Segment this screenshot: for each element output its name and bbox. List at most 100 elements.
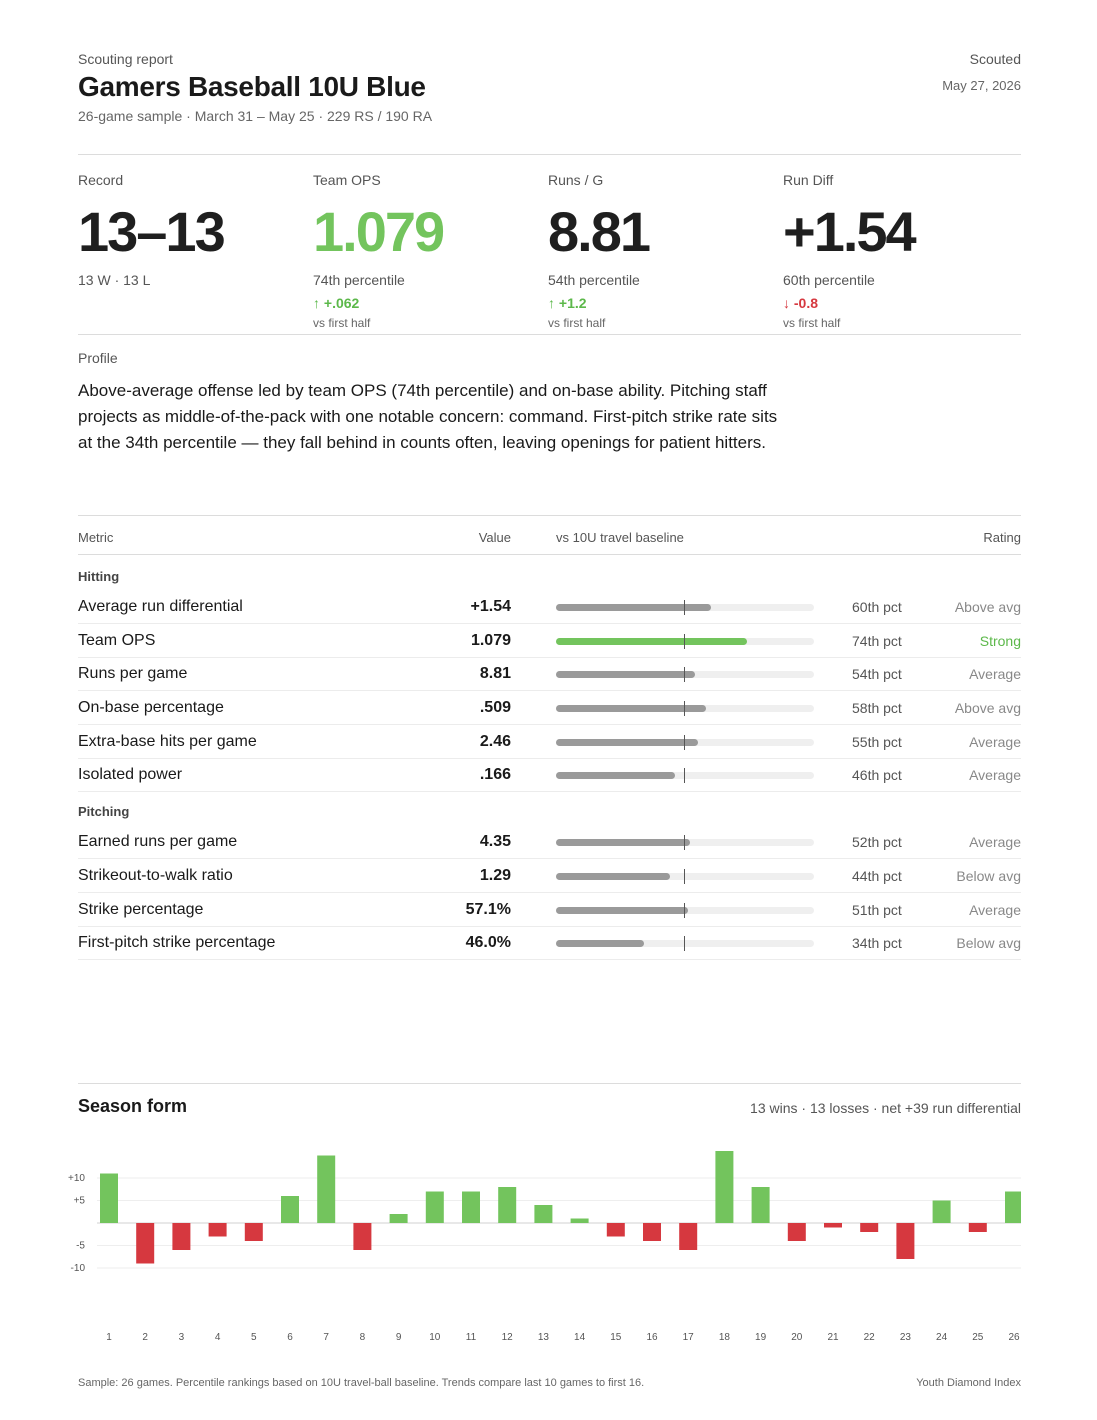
win-bar <box>534 1205 553 1223</box>
x-tick-label: 6 <box>287 1332 293 1343</box>
x-tick-label: 8 <box>360 1332 366 1343</box>
percentile-fill <box>556 907 688 914</box>
rating-label: Strong <box>979 633 1021 649</box>
win-bar <box>100 1173 118 1223</box>
x-tick-label: 12 <box>502 1332 514 1343</box>
divider <box>78 1083 1021 1084</box>
x-tick-label: 21 <box>827 1332 839 1343</box>
percentile-bar <box>556 701 814 716</box>
loss-bar <box>643 1223 661 1241</box>
x-tick-label: 25 <box>972 1332 984 1343</box>
win-bar <box>498 1187 517 1223</box>
x-tick-label: 23 <box>900 1332 912 1343</box>
win-bar <box>389 1214 408 1223</box>
percentile-fill <box>556 940 644 947</box>
col-header-metric: Metric <box>78 530 114 545</box>
loss-bar <box>860 1223 879 1232</box>
kpi-label: Team OPS <box>313 172 381 188</box>
loss-bar <box>968 1223 987 1232</box>
metric-name: Earned runs per game <box>78 833 238 850</box>
kpi-value: 13–13 <box>78 200 226 263</box>
metric-name: Strike percentage <box>78 901 204 918</box>
percentile-fill <box>556 604 711 611</box>
win-bar <box>425 1191 444 1223</box>
metric-name: Isolated power <box>78 766 183 783</box>
team-title: Gamers Baseball 10U Blue <box>78 71 426 102</box>
divider <box>78 334 1021 335</box>
baseline-tick <box>684 936 685 951</box>
col-header-baseline: vs 10U travel baseline <box>556 530 684 545</box>
rating-label: Average <box>969 734 1021 750</box>
x-tick-label: 3 <box>179 1332 185 1343</box>
percentile-label: 44th pct <box>852 868 902 884</box>
loss-bar <box>606 1223 625 1237</box>
x-tick-label: 19 <box>755 1332 767 1343</box>
percentile-label: 55th pct <box>852 734 902 750</box>
kpi-delta-down: ↓ -0.8 <box>783 295 819 311</box>
table-row: Average run differential +1.54 60th pct … <box>78 590 1021 624</box>
rating-label: Above avg <box>954 700 1021 716</box>
percentile-fill <box>556 638 747 645</box>
group-label-hitting: Hitting <box>78 569 120 584</box>
rating-label: Above avg <box>954 599 1021 615</box>
percentile-fill <box>556 873 670 880</box>
rating-label: Below avg <box>956 868 1021 884</box>
y-tick-label: +10 <box>68 1173 85 1184</box>
y-tick-label: +5 <box>74 1196 86 1207</box>
x-tick-label: 15 <box>610 1332 622 1343</box>
baseline-tick <box>684 869 685 884</box>
x-tick-label: 24 <box>936 1332 948 1343</box>
x-tick-label: 7 <box>323 1332 329 1343</box>
win-bar <box>317 1155 336 1223</box>
kpi-vs: vs first half <box>783 316 841 330</box>
metric-value: 4.35 <box>479 833 511 850</box>
metric-value: .509 <box>479 699 511 716</box>
scouted-label: Scouted <box>969 51 1021 67</box>
x-tick-label: 9 <box>396 1332 402 1343</box>
win-bar <box>1005 1191 1021 1223</box>
win-bar <box>932 1200 951 1223</box>
loss-bar <box>824 1223 842 1228</box>
rating-label: Average <box>969 767 1021 783</box>
col-header-value: Value <box>478 530 511 545</box>
kpi-label: Run Diff <box>783 172 834 188</box>
kpi-note: 60th percentile <box>783 272 875 288</box>
table-row: On-base percentage .509 58th pct Above a… <box>78 691 1021 725</box>
loss-bar <box>208 1223 227 1237</box>
baseline-tick <box>684 701 685 716</box>
kpi-delta-up: ↑ +1.2 <box>548 295 587 311</box>
divider <box>78 515 1021 516</box>
kpi-note: 54th percentile <box>548 272 640 288</box>
x-tick-label: 14 <box>574 1332 586 1343</box>
kpi-runs-per-game: Runs / G 8.81 54th percentile ↑ +1.2 vs … <box>548 172 783 330</box>
profile-text: Above-average offense led by team OPS (7… <box>78 381 778 452</box>
y-tick-label: -5 <box>76 1241 85 1252</box>
table-row: Isolated power .166 46th pct Average <box>78 758 1021 792</box>
season-form-title: Season form <box>78 1096 188 1116</box>
kpi-value: 8.81 <box>548 200 651 263</box>
season-form-summary: 13 wins · 13 losses · net +39 run differ… <box>750 1100 1021 1116</box>
x-tick-label: 4 <box>215 1332 221 1343</box>
percentile-bar <box>556 768 814 783</box>
baseline-tick <box>684 835 685 850</box>
metric-value: 46.0% <box>465 934 511 951</box>
table-row: Extra-base hits per game 2.46 55th pct A… <box>78 725 1021 759</box>
table-row: Team OPS 1.079 74th pct Strong <box>78 624 1021 658</box>
scouted-date: May 27, 2026 <box>942 78 1021 93</box>
win-bar <box>570 1218 589 1223</box>
percentile-label: 34th pct <box>852 935 902 951</box>
footer-brand: Youth Diamond Index <box>916 1377 1021 1389</box>
x-tick-label: 5 <box>251 1332 257 1343</box>
kpi-label: Record <box>78 172 124 188</box>
metric-name: Runs per game <box>78 665 188 682</box>
metric-value: 1.079 <box>470 632 511 649</box>
kpi-vs: vs first half <box>313 316 371 330</box>
metric-value: 57.1% <box>465 901 511 918</box>
percentile-label: 52th pct <box>852 834 902 850</box>
metric-value: +1.54 <box>470 598 511 615</box>
x-tick-label: 1 <box>106 1332 112 1343</box>
percentile-bar <box>556 667 814 682</box>
baseline-tick <box>684 768 685 783</box>
percentile-bar <box>556 835 814 850</box>
x-tick-label: 20 <box>791 1332 803 1343</box>
